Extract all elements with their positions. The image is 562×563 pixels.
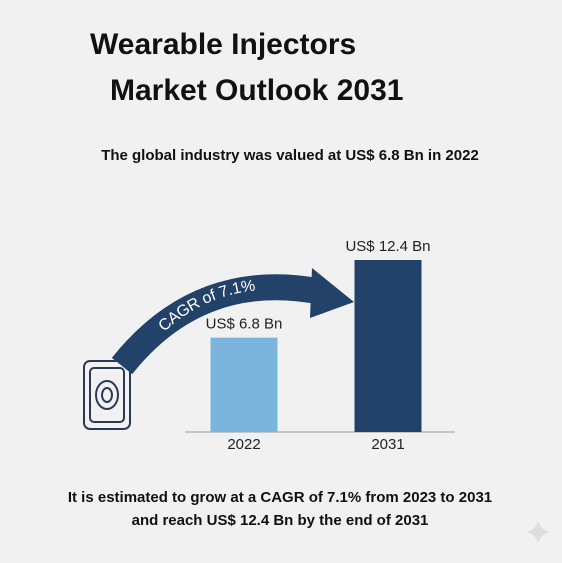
value-label: US$ 12.4 Bn (345, 238, 430, 255)
sparkle (526, 520, 550, 544)
footnote: It is estimated to grow at a CAGR of 7.1… (67, 489, 493, 529)
x-tick-label: 2022 (227, 436, 260, 453)
subtitle: The global industry was valued at US$ 6.… (101, 147, 479, 164)
bar (354, 260, 422, 432)
x-tick-label: 2031 (371, 436, 404, 453)
title-line: Market Outlook 2031 (110, 74, 403, 107)
device-icon (83, 360, 131, 430)
cagr-arrow (111, 268, 354, 375)
value-label: US$ 6.8 Bn (206, 316, 283, 333)
bar (210, 337, 278, 432)
title-line: Wearable Injectors (90, 28, 356, 61)
